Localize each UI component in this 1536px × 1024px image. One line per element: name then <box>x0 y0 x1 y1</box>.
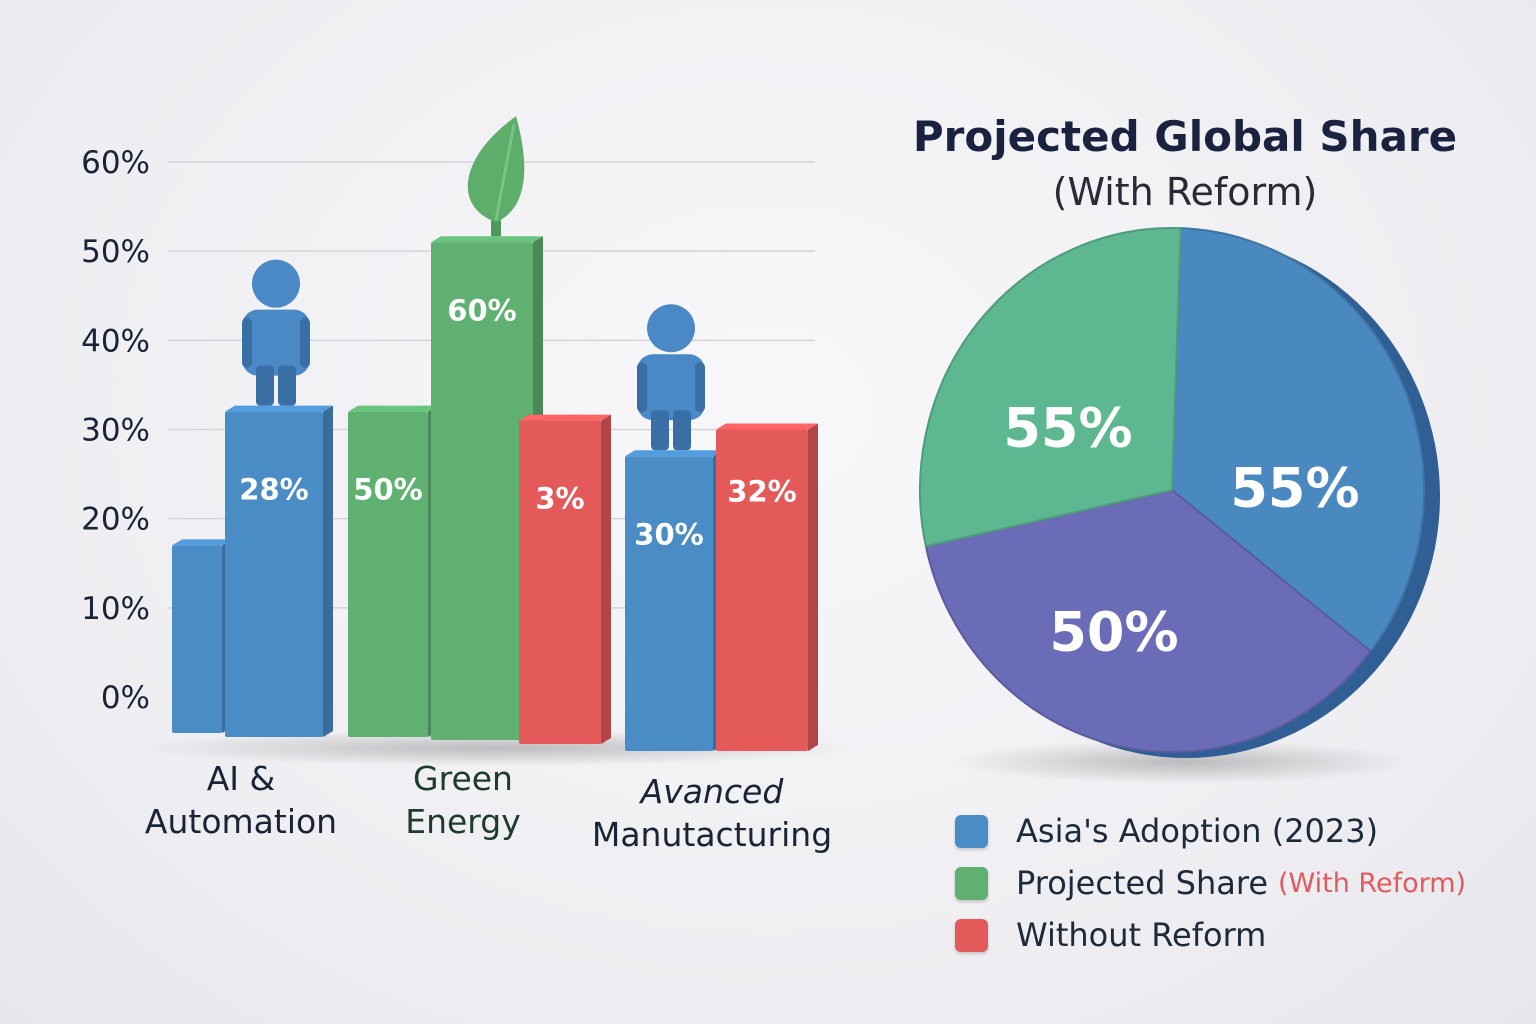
person-leg-left <box>256 365 274 406</box>
person-head <box>647 304 695 353</box>
legend-swatch-green <box>955 866 988 900</box>
x-category-label: Avanced <box>639 772 785 811</box>
bar-value-label: 3% <box>535 482 584 516</box>
x-category-label: AI & <box>207 759 276 798</box>
pie-chart: 55% 50% 55% <box>919 227 1440 784</box>
pie-slice-label: 55% <box>1003 397 1132 460</box>
pie-shadow <box>952 740 1412 784</box>
bar-front <box>225 411 323 737</box>
bar: 30% <box>625 304 723 751</box>
pie-slice-face <box>1170 227 1426 653</box>
pie-slice: 50% <box>924 488 1372 753</box>
person-torso <box>242 309 310 376</box>
person-leg-right <box>278 365 296 406</box>
bar-value-label: 32% <box>727 475 796 509</box>
bar-front <box>716 429 808 751</box>
bar-top <box>716 423 818 430</box>
bar-front <box>172 545 222 733</box>
y-tick-label: 40% <box>81 323 150 359</box>
legend-item-projected-share: Projected Share (With Reform) <box>955 857 1466 909</box>
pie-slice-label: 55% <box>1230 457 1359 520</box>
person-leg-right <box>673 410 691 451</box>
bar-front <box>431 242 533 740</box>
bar-value-label: 60% <box>447 293 516 327</box>
bar-side <box>323 405 333 737</box>
bar-value-label: 28% <box>239 473 308 507</box>
bar-value-label: 30% <box>634 517 703 551</box>
bar: 3% <box>519 414 611 744</box>
pie-slice: 55% <box>1170 227 1426 653</box>
leaf-stem <box>491 220 501 237</box>
legend: Asia's Adoption (2023) Projected Share (… <box>955 805 1466 961</box>
person-head <box>252 259 300 308</box>
bar-value-label: 50% <box>353 473 422 507</box>
pie-slice-face <box>919 227 1182 548</box>
person-icon <box>242 259 310 406</box>
bar-side <box>808 423 818 751</box>
x-category-label: Energy <box>405 802 521 841</box>
person-torso <box>637 354 705 421</box>
person-arm-left <box>637 362 647 413</box>
y-tick-label: 10% <box>81 591 150 627</box>
y-tick-label: 20% <box>81 502 150 538</box>
bar-top <box>625 450 723 457</box>
legend-item-without-reform: Without Reform <box>955 909 1466 961</box>
legend-item-asia-adoption: Asia's Adoption (2023) <box>955 805 1466 857</box>
legend-label: Asia's Adoption (2023) <box>1016 812 1379 850</box>
bar-chart: 0% 10% 20% 30% 40% 50% 60% 28% 50% 60% 3% 30% 32% AI … <box>81 116 855 854</box>
pie-subtitle: (With Reform) <box>1052 170 1318 214</box>
bar-top <box>348 405 438 412</box>
pie-slice: 55% <box>919 227 1182 548</box>
pie-title: Projected Global Share <box>912 112 1458 161</box>
leaf-blade <box>467 116 525 223</box>
leaf-icon <box>467 116 525 237</box>
legend-label: Without Reform <box>1016 916 1267 954</box>
person-icon <box>637 304 705 451</box>
y-tick-label: 30% <box>81 413 150 449</box>
legend-swatch-blue <box>955 814 988 848</box>
bar-top <box>225 405 333 412</box>
bar-front <box>519 420 601 744</box>
pie-slice-label: 50% <box>1049 601 1178 664</box>
x-category-label: Automation <box>145 802 337 841</box>
leaf-vein <box>494 123 516 221</box>
y-tick-label: 50% <box>81 234 150 270</box>
bar: 28% <box>225 259 333 737</box>
bar-front <box>348 411 428 737</box>
y-tick-label: 0% <box>101 680 150 716</box>
bar-front <box>625 456 713 751</box>
legend-note: (With Reform) <box>1278 867 1467 899</box>
bar: 50% <box>348 405 438 737</box>
legend-swatch-red <box>955 918 988 952</box>
bar-top <box>431 236 543 243</box>
x-category-label: Green <box>413 759 513 798</box>
bar-top <box>519 414 611 421</box>
bar: 32% <box>716 423 818 751</box>
x-category-label: Manutacturing <box>592 815 832 854</box>
bar <box>172 539 232 733</box>
bar-top <box>172 539 232 546</box>
pie-slice-face <box>924 488 1372 753</box>
person-leg-left <box>651 410 669 451</box>
bar-side <box>601 414 611 744</box>
legend-label: Projected Share <box>1016 864 1268 902</box>
person-arm-right <box>695 362 705 413</box>
person-arm-right <box>300 317 310 368</box>
y-tick-label: 60% <box>81 145 150 181</box>
person-arm-left <box>242 317 252 368</box>
